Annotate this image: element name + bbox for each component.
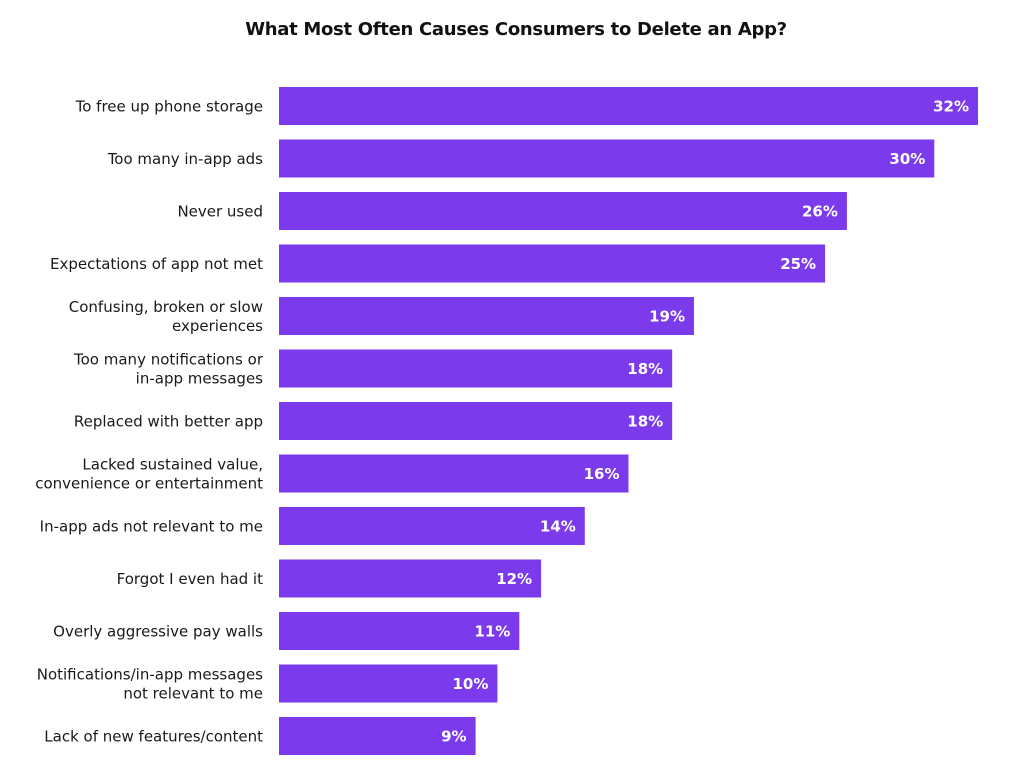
bar: [279, 139, 935, 178]
category-label-line: Never used: [177, 203, 263, 221]
value-label: 30%: [889, 150, 925, 168]
bar: [279, 717, 476, 755]
category-label: Never used: [177, 203, 263, 221]
value-label: 18%: [627, 413, 663, 431]
category-label-line: Replaced with better app: [74, 413, 263, 431]
bar: [279, 349, 673, 388]
category-label-line: Too many in-app ads: [107, 150, 263, 168]
value-label: 32%: [933, 98, 969, 116]
bar: [279, 664, 498, 703]
category-label-line: convenience or entertainment: [35, 475, 263, 493]
category-label-line: Lack of new features/content: [44, 728, 263, 746]
value-labels-layer: 32% 30% 26% 25% 19% 18% 18% 16% 14% 12% 11% 10% 9%: [441, 98, 969, 746]
value-label: 10%: [452, 675, 488, 693]
category-label-line: Overly aggressive pay walls: [53, 623, 263, 641]
value-label: 26%: [802, 203, 838, 221]
category-label-line: Notifications/in-app messages: [37, 666, 263, 684]
bars-layer: [279, 87, 978, 755]
bar: [279, 612, 520, 650]
category-label: Too many notifications or in-app messages: [73, 351, 264, 388]
bar: [279, 87, 978, 125]
category-label: Lacked sustained value, convenience or en…: [35, 456, 263, 493]
value-label: 18%: [627, 360, 663, 378]
category-label: Confusing, broken or slow experiences: [69, 298, 263, 335]
category-label-line: In-app ads not relevant to me: [40, 518, 263, 536]
chart-title: What Most Often Causes Consumers to Dele…: [245, 19, 787, 40]
value-label: 14%: [540, 518, 576, 536]
category-label: Forgot I even had it: [117, 570, 263, 588]
category-label-line: not relevant to me: [123, 685, 263, 703]
category-labels-layer: To free up phone storage Too many in-app …: [35, 98, 264, 746]
bar: [279, 402, 673, 440]
bar: [279, 454, 629, 493]
category-label-line: Lacked sustained value,: [82, 456, 263, 474]
value-label: 25%: [780, 255, 816, 273]
bar: [279, 192, 847, 230]
category-label-line: Forgot I even had it: [117, 570, 263, 588]
category-label: Expectations of app not met: [50, 255, 263, 273]
bar: [279, 507, 585, 545]
category-label-line: in-app messages: [136, 370, 264, 388]
category-label: Notifications/in-app messages not relevan…: [37, 666, 263, 703]
value-label: 9%: [441, 728, 466, 746]
category-label-line: experiences: [172, 317, 263, 335]
category-label: Replaced with better app: [74, 413, 263, 431]
value-label: 11%: [474, 623, 510, 641]
bar: [279, 559, 542, 598]
bar: [279, 297, 694, 335]
category-label-line: To free up phone storage: [75, 98, 263, 116]
category-label: Lack of new features/content: [44, 728, 263, 746]
category-label: In-app ads not relevant to me: [40, 518, 263, 536]
category-label-line: Expectations of app not met: [50, 255, 263, 273]
category-label: To free up phone storage: [75, 98, 263, 116]
category-label: Too many in-app ads: [107, 150, 263, 168]
value-label: 12%: [496, 570, 532, 588]
category-label: Overly aggressive pay walls: [53, 623, 263, 641]
value-label: 16%: [584, 465, 620, 483]
category-label-line: Confusing, broken or slow: [69, 298, 263, 316]
category-label-line: Too many notifications or: [73, 351, 264, 369]
value-label: 19%: [649, 308, 685, 326]
bar: [279, 244, 826, 283]
